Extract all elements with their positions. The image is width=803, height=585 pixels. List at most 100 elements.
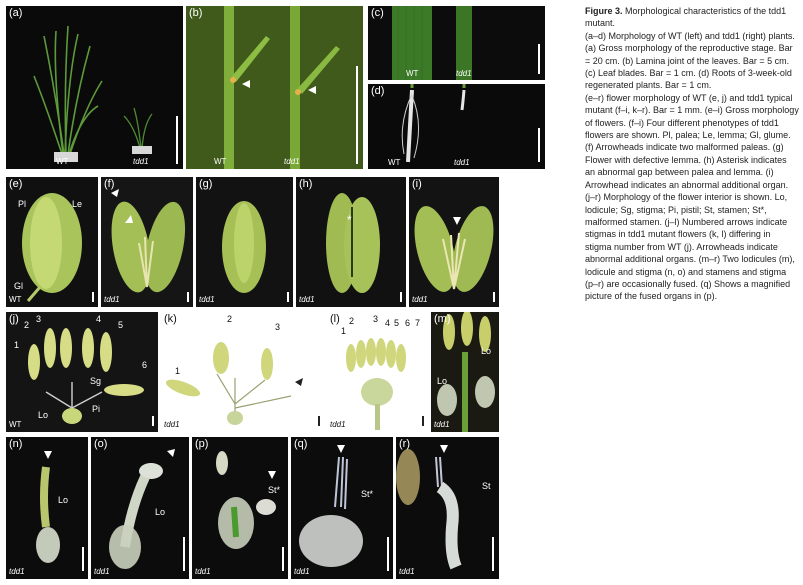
label-lodicule: Lo [437, 376, 447, 386]
scale-bar [538, 128, 540, 162]
genotype-label: tdd1 [164, 420, 180, 429]
genotype-label: tdd1 [199, 295, 215, 304]
label-lemma: Le [72, 199, 82, 209]
genotype-label-wt: WT [214, 157, 226, 166]
genotype-label: WT [9, 420, 21, 429]
panel-d: (d) WT tdd1 [368, 84, 545, 169]
stigma-number: 2 [24, 320, 29, 330]
genotype-label: tdd1 [195, 567, 211, 576]
scale-bar [282, 547, 284, 571]
caption-title: Figure 3. [585, 6, 623, 16]
panel-label: (k) [164, 313, 177, 325]
genotype-label: tdd1 [104, 295, 120, 304]
pot-tdd1 [132, 146, 152, 154]
panel-l: (l) 1 2 3 4 5 6 7 tdd1 [327, 312, 428, 432]
arrowhead-icon [44, 451, 52, 459]
arrowhead-icon [268, 471, 276, 479]
fused-organ-illustration [91, 437, 189, 579]
scale-bar [538, 44, 540, 74]
stigma-number: 2 [349, 316, 354, 326]
label-lodicule: Lo [38, 410, 48, 420]
stigma-number: 4 [385, 318, 390, 328]
scale-bar [152, 416, 154, 426]
scale-bar [492, 537, 494, 571]
scale-bar [318, 416, 320, 426]
label-lodicule: Lo [155, 507, 165, 517]
panel-i: (i) tdd1 [409, 177, 499, 307]
panel-label: (r) [399, 438, 410, 450]
asterisk-mark: * [347, 213, 352, 227]
scale-bar [287, 292, 289, 302]
label-lodicule: Lo [58, 495, 68, 505]
arrowhead-icon [242, 80, 250, 88]
panel-c: (c) WT tdd1 [368, 6, 545, 80]
figure-caption: Figure 3. Morphological characteristics … [585, 5, 799, 303]
label-lodicule: Lo [481, 346, 491, 356]
panel-label: (b) [189, 7, 202, 19]
panel-f: (f) tdd1 [101, 177, 193, 307]
stigma-number: 6 [142, 360, 147, 370]
panel-label: (f) [104, 178, 114, 190]
fused-organ-illustration [291, 437, 393, 579]
scale-bar [356, 66, 358, 164]
caption-paragraph: (a–d) Morphology of WT (left) and tdd1 (… [585, 30, 799, 92]
flower-interior-illustration [431, 312, 499, 432]
panel-q: (q) St* tdd1 [291, 437, 393, 579]
panel-label: (o) [94, 438, 107, 450]
panel-label: (m) [434, 313, 451, 325]
genotype-label-tdd1: tdd1 [454, 158, 470, 167]
label-malformed-stamen: St* [361, 489, 373, 499]
stigma-number: 7 [415, 318, 420, 328]
genotype-label: tdd1 [294, 567, 310, 576]
genotype-label: tdd1 [412, 295, 428, 304]
arrowhead-icon [308, 86, 316, 94]
arrowhead-icon [111, 189, 119, 197]
flower-interior-illustration [6, 312, 158, 432]
panel-label: (d) [371, 85, 384, 97]
panel-e: (e) Pl Le Gl WT [6, 177, 98, 307]
stigma-number: 5 [118, 320, 123, 330]
arrowhead-icon [295, 378, 303, 386]
panel-o: (o) Lo tdd1 [91, 437, 189, 579]
panel-label: (h) [299, 178, 312, 190]
arrowhead-icon [167, 449, 175, 457]
label-glume: Gl [14, 281, 23, 291]
genotype-label: tdd1 [330, 420, 346, 429]
scale-bar [176, 116, 178, 164]
panel-label: (j) [9, 313, 19, 325]
genotype-label: tdd1 [299, 295, 315, 304]
genotype-label-tdd1: tdd1 [133, 157, 149, 166]
arrowhead-icon [337, 445, 345, 453]
label-stamen: St [482, 481, 491, 491]
stigma-number: 1 [341, 326, 346, 336]
genotype-label: tdd1 [399, 567, 415, 576]
genotype-label: tdd1 [434, 420, 450, 429]
panel-r: (r) St tdd1 [396, 437, 499, 579]
panel-label: (i) [412, 178, 422, 190]
genotype-label: WT [9, 295, 21, 304]
flower-illustration [196, 177, 293, 307]
scale-bar [82, 547, 84, 571]
label-palea: Pl [18, 199, 26, 209]
stigma-number: 3 [36, 314, 41, 324]
flower-illustration [101, 177, 193, 307]
fused-organ-illustration [192, 437, 288, 579]
genotype-label-wt: WT [56, 157, 68, 166]
panel-a: (a) WT tdd1 [6, 6, 183, 169]
genotype-label-tdd1: tdd1 [284, 157, 300, 166]
fused-organ-illustration [6, 437, 88, 579]
genotype-label-wt: WT [388, 158, 400, 167]
flower-interior-illustration [161, 312, 324, 432]
lamina-joint-illustration [186, 6, 363, 169]
panel-b: (b) WT tdd1 [186, 6, 363, 169]
stigma-number: 3 [373, 314, 378, 324]
scale-bar [387, 537, 389, 571]
label-stigma: Sg [90, 376, 101, 386]
stigma-number: 4 [96, 314, 101, 324]
panel-g: (g) tdd1 [196, 177, 293, 307]
panel-n: (n) Lo tdd1 [6, 437, 88, 579]
panel-label: (e) [9, 178, 22, 190]
roots-illustration [368, 84, 545, 169]
stigma-number: 5 [394, 318, 399, 328]
scale-bar [400, 292, 402, 302]
